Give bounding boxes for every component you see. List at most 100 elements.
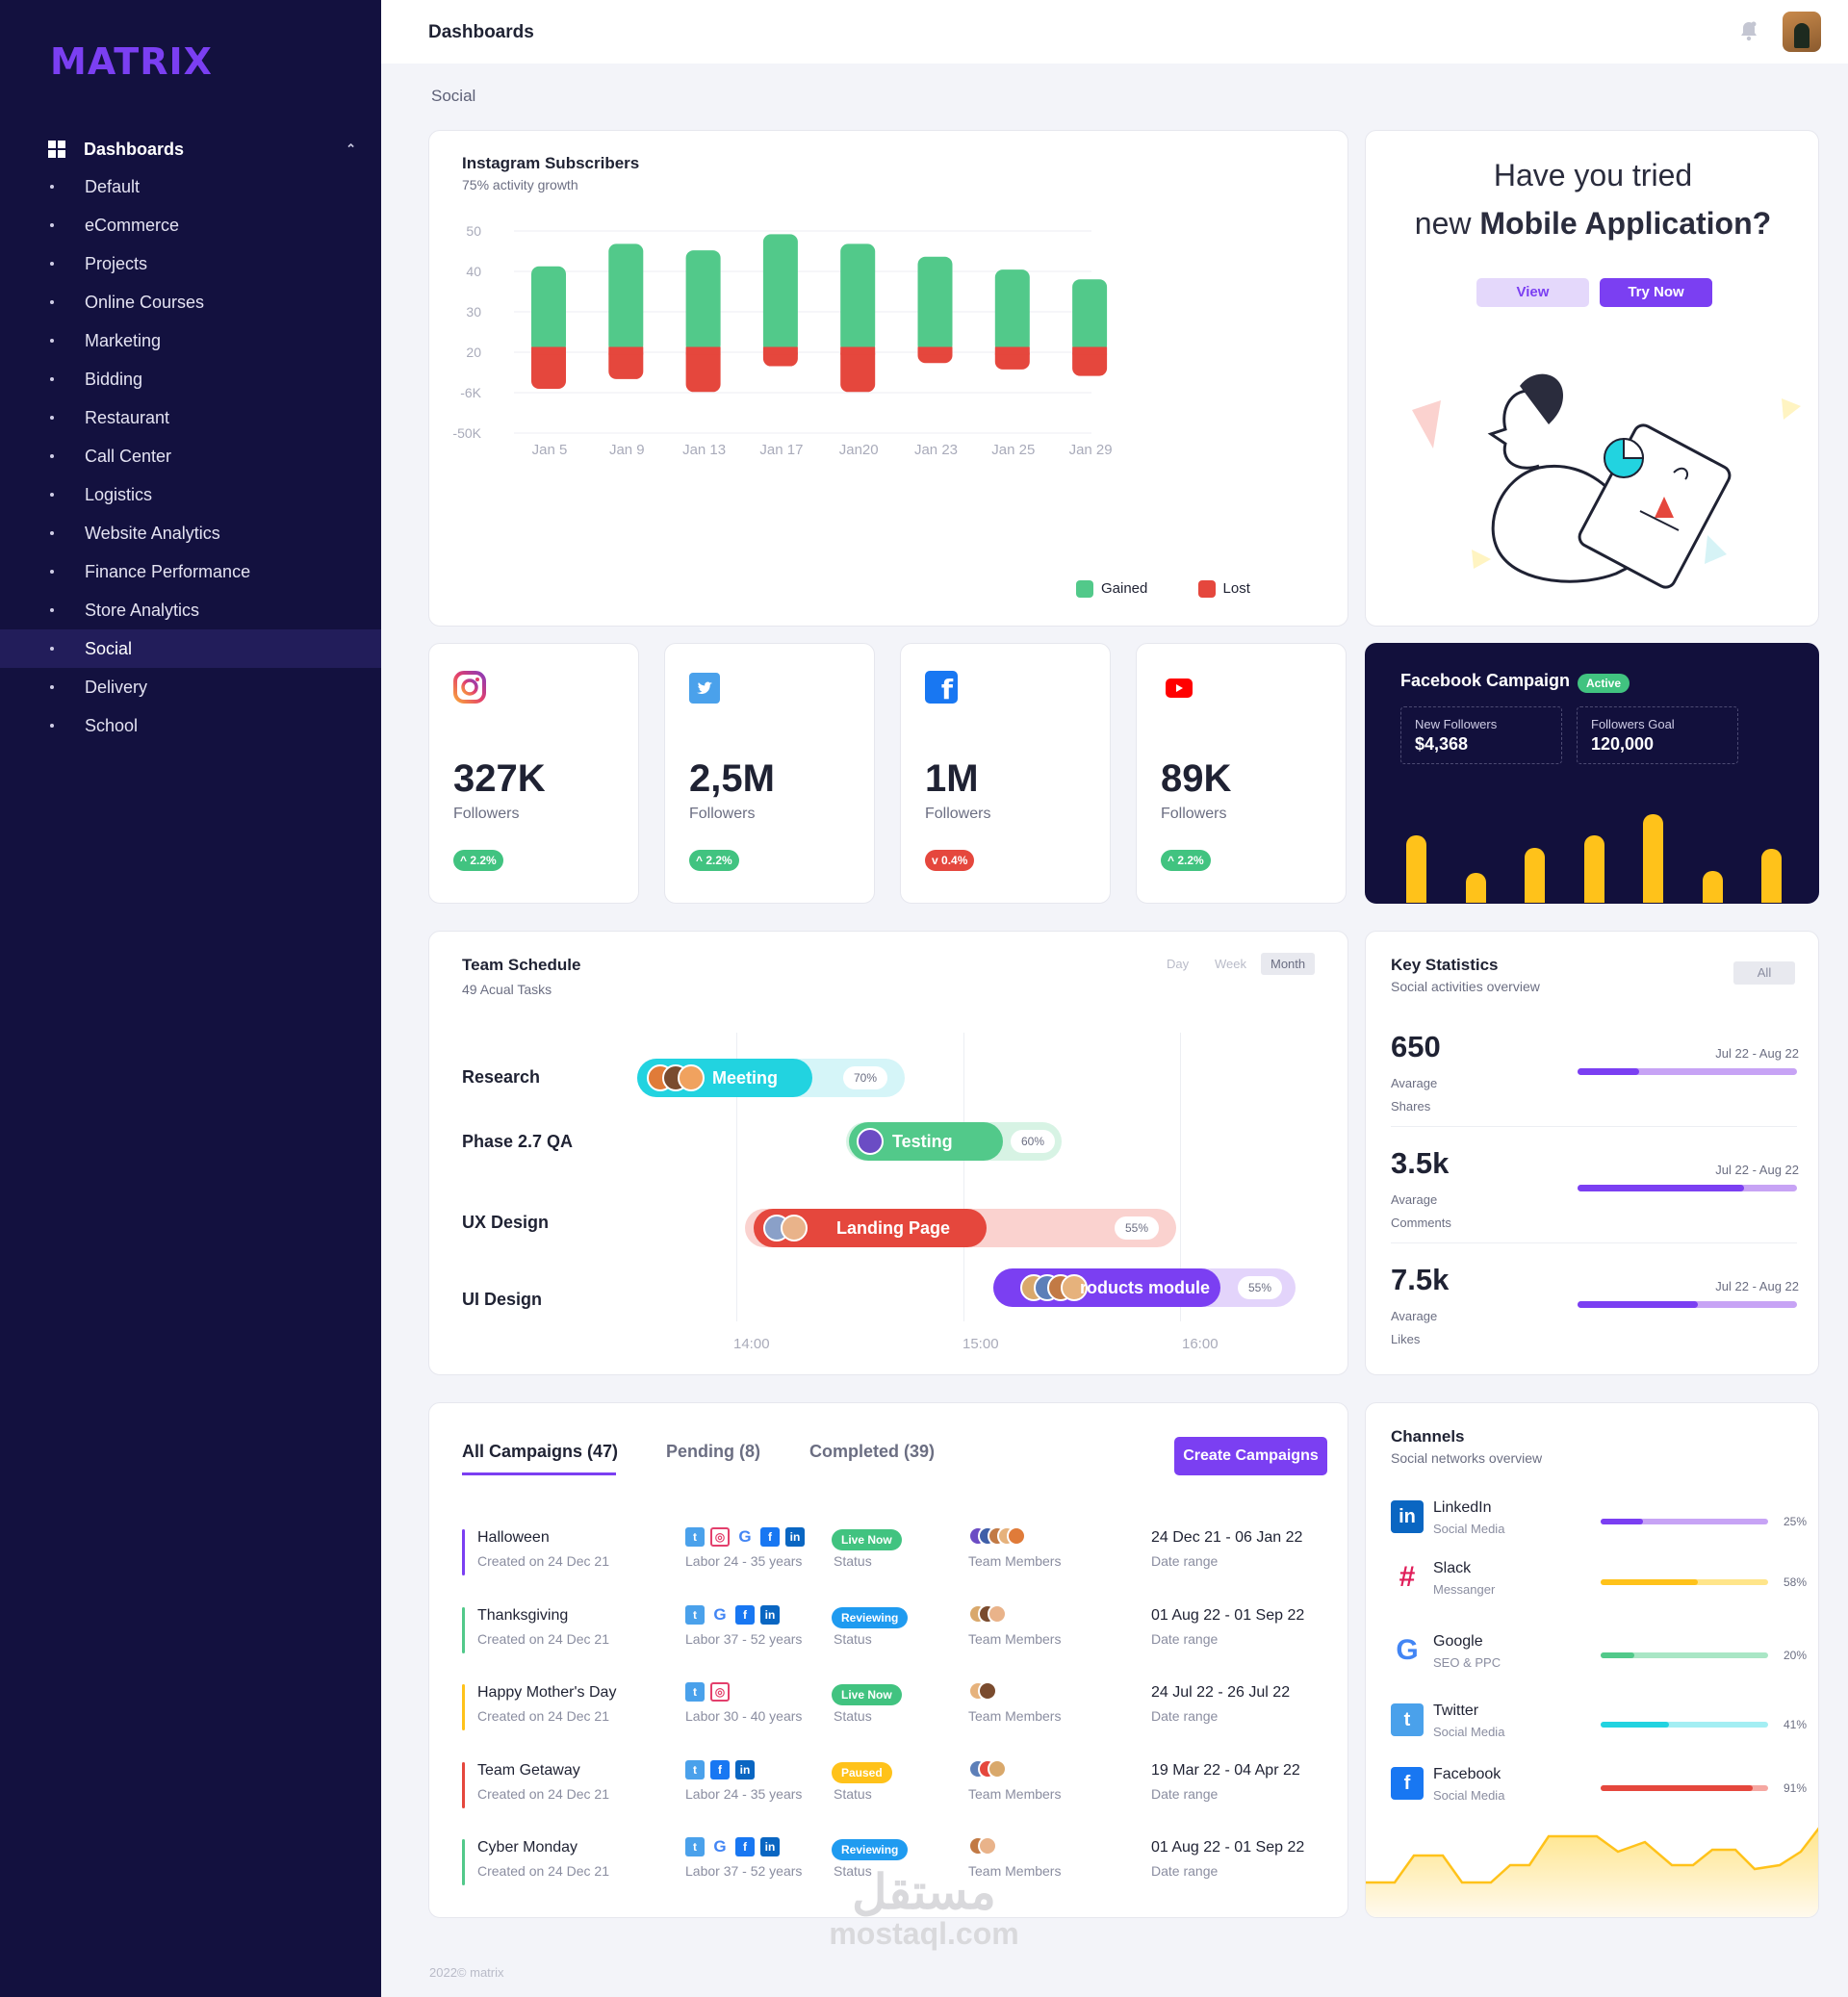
sidebar-item-logistics[interactable]: Logistics xyxy=(0,475,381,514)
bullet-icon xyxy=(50,608,54,612)
channel-type: Messanger xyxy=(1433,1582,1496,1597)
youtube-icon[interactable] xyxy=(1166,678,1193,698)
sidebar-item-default[interactable]: Default xyxy=(0,167,381,206)
view-button[interactable]: View xyxy=(1476,278,1589,307)
tab-completed[interactable]: Completed (39) xyxy=(809,1442,936,1461)
bullet-icon xyxy=(50,262,54,266)
sidebar-item-label: Delivery xyxy=(85,677,148,697)
google-icon: G xyxy=(1391,1634,1424,1667)
app-logo[interactable]: MATRIX xyxy=(50,40,213,83)
bar-lost-cap xyxy=(531,346,566,355)
sidebar-item-social[interactable]: Social xyxy=(0,629,381,668)
user-avatar[interactable] xyxy=(1783,12,1821,52)
stat-value: 3.5k xyxy=(1391,1146,1450,1180)
y-tick-label: 50 xyxy=(466,223,481,239)
channel-percent: 91% xyxy=(1783,1781,1807,1795)
channel-name[interactable]: Facebook xyxy=(1433,1766,1502,1782)
create-campaigns-button[interactable]: Create Campaigns xyxy=(1174,1437,1327,1475)
sidebar-item-ecommerce[interactable]: eCommerce xyxy=(0,206,381,244)
channel-progress-track xyxy=(1601,1652,1768,1658)
status-label: Status xyxy=(834,1863,872,1879)
campaign-name[interactable]: Team Getaway xyxy=(477,1761,580,1779)
sidebar-item-label: Bidding xyxy=(85,369,143,389)
divider xyxy=(1391,1242,1797,1243)
sidebar-item-school[interactable]: School xyxy=(0,706,381,745)
campaign-labor: Labor 37 - 52 years xyxy=(685,1863,803,1879)
channel-progress-fill xyxy=(1601,1519,1643,1524)
tab-all-campaigns[interactable]: All Campaigns (47) xyxy=(462,1442,619,1461)
bullet-icon xyxy=(50,454,54,458)
channel-name[interactable]: Twitter xyxy=(1433,1703,1479,1719)
sidebar-item-marketing[interactable]: Marketing xyxy=(0,321,381,360)
sidebar-item-online-courses[interactable]: Online Courses xyxy=(0,283,381,321)
bar-lost-cap xyxy=(1072,346,1108,355)
bell-icon[interactable] xyxy=(1738,19,1759,42)
sidebar-section-dashboards[interactable]: Dashboards ⌃ xyxy=(48,135,356,164)
campaign-name[interactable]: Thanksgiving xyxy=(477,1606,569,1624)
avatar xyxy=(988,1758,1007,1779)
watermark: مستقل mostaql.com xyxy=(808,1867,1040,1950)
facebook-followers-card: f 1M Followers v 0.4% xyxy=(900,643,1111,904)
campaign-name[interactable]: Cyber Monday xyxy=(477,1839,578,1856)
channel-name[interactable]: Slack xyxy=(1433,1560,1472,1576)
task-bar-products-module[interactable]: roducts module xyxy=(993,1268,1220,1307)
task-bar-meeting[interactable]: Meeting xyxy=(637,1059,812,1097)
campaign-created: Created on 24 Dec 21 xyxy=(477,1863,609,1879)
chevron-up-icon[interactable]: ⌃ xyxy=(346,141,356,156)
bullet-icon xyxy=(50,531,54,535)
bar-gained xyxy=(685,250,721,353)
sidebar-item-call-center[interactable]: Call Center xyxy=(0,437,381,475)
campaign-date-range: 24 Jul 22 - 26 Jul 22 xyxy=(1151,1684,1291,1701)
stat-label: Avarage xyxy=(1391,1309,1438,1323)
x-tick-label: Jan20 xyxy=(839,442,879,458)
active-tab-underline xyxy=(462,1472,616,1475)
channel-name[interactable]: Google xyxy=(1433,1633,1483,1650)
status-label: Status xyxy=(834,1553,872,1569)
sidebar-item-store-analytics[interactable]: Store Analytics xyxy=(0,591,381,629)
status-badge: Reviewing xyxy=(832,1606,909,1628)
bullet-icon xyxy=(50,570,54,574)
change-value: 2.2% xyxy=(470,854,497,867)
campaign-name[interactable]: Happy Mother's Day xyxy=(477,1684,617,1701)
card-title: Team Schedule xyxy=(462,956,581,974)
sidebar-section-label: Dashboards xyxy=(84,139,185,159)
sidebar: MATRIX Dashboards ⌃ Default eCommerce Proj… xyxy=(0,0,381,1997)
sidebar-item-label: Call Center xyxy=(85,446,172,466)
channel-name[interactable]: LinkedIn xyxy=(1433,1499,1492,1516)
segment-week[interactable]: Week xyxy=(1215,957,1246,971)
stat-progress-track xyxy=(1578,1068,1797,1075)
sidebar-item-restaurant[interactable]: Restaurant xyxy=(0,398,381,437)
row-accent-bar xyxy=(462,1684,465,1730)
twitter-icon: t xyxy=(685,1604,705,1625)
try-now-button[interactable]: Try Now xyxy=(1600,278,1712,307)
facebook-icon[interactable]: f xyxy=(925,671,958,704)
channel-type: Social Media xyxy=(1433,1725,1505,1739)
channel-progress-track xyxy=(1601,1579,1768,1585)
sidebar-item-finance-performance[interactable]: Finance Performance xyxy=(0,552,381,591)
task-label: roducts module xyxy=(1080,1278,1211,1297)
status-badge: Live Now xyxy=(832,1684,902,1705)
sidebar-item-website-analytics[interactable]: Website Analytics xyxy=(0,514,381,552)
key-statistics-card: Key Statistics Social activities overvie… xyxy=(1365,931,1819,1375)
segment-month[interactable]: Month xyxy=(1261,953,1316,975)
sidebar-item-bidding[interactable]: Bidding xyxy=(0,360,381,398)
segment-day[interactable]: Day xyxy=(1167,957,1190,971)
task-bar-landing-page[interactable]: Landing Page xyxy=(754,1209,987,1247)
channel-type: Social Media xyxy=(1433,1788,1505,1803)
sidebar-item-projects[interactable]: Projects xyxy=(0,244,381,283)
filter-all-button[interactable]: All xyxy=(1733,961,1795,985)
change-badge: ^ 2.2% xyxy=(1161,850,1211,871)
chart-legend: Gained Lost xyxy=(1076,580,1250,599)
twitter-icon[interactable] xyxy=(689,673,720,704)
campaign-name[interactable]: Halloween xyxy=(477,1529,550,1546)
tab-pending[interactable]: Pending (8) xyxy=(666,1442,760,1461)
bar-gained xyxy=(531,266,566,353)
sidebar-item-delivery[interactable]: Delivery xyxy=(0,668,381,706)
sidebar-item-label: Online Courses xyxy=(85,292,205,312)
promo-line-1: Have you tried xyxy=(1493,158,1693,192)
topbar: Dashboards xyxy=(381,0,1848,64)
instagram-icon[interactable] xyxy=(453,671,486,704)
task-bar-testing[interactable]: Testing xyxy=(849,1122,1003,1161)
bar-lost xyxy=(840,346,876,393)
